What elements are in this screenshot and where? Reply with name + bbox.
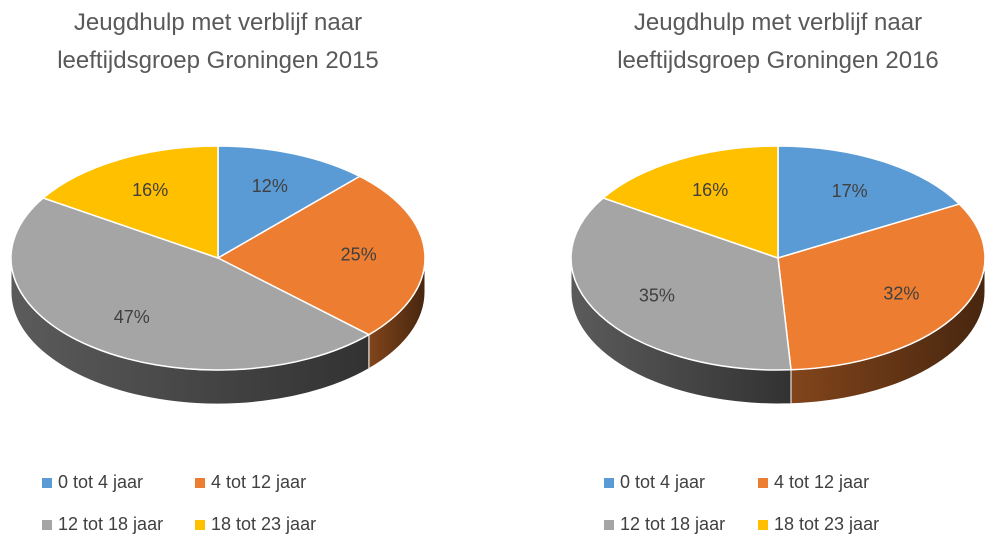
legend-label: 0 tot 4 jaar xyxy=(58,472,143,492)
data-label: 16% xyxy=(692,180,728,200)
pie-slice xyxy=(777,145,961,260)
pie-slice xyxy=(10,197,371,405)
data-label: 32% xyxy=(883,283,919,303)
pie-slice xyxy=(601,145,779,260)
slice-top xyxy=(570,197,792,371)
pie-slice xyxy=(570,197,792,405)
slice-top xyxy=(217,145,362,260)
legend-label: 12 tot 18 jaar xyxy=(58,514,163,534)
slice-top xyxy=(601,145,779,260)
legend-label: 0 tot 4 jaar xyxy=(620,472,705,492)
legend-swatch xyxy=(758,478,768,488)
pie-slice xyxy=(217,145,362,260)
legend-swatch xyxy=(42,520,52,530)
data-label: 12% xyxy=(252,176,288,196)
legend-label: 18 tot 23 jaar xyxy=(211,514,316,534)
chart-title: Jeugdhulp met verblijf naar leeftijdsgro… xyxy=(57,9,379,74)
legend-label: 4 tot 12 jaar xyxy=(211,472,306,492)
pie-slice xyxy=(777,203,986,405)
slice-top xyxy=(777,203,986,371)
slice-top xyxy=(777,145,961,260)
pie-slice xyxy=(41,145,219,260)
chart-title: Jeugdhulp met verblijf naar leeftijdsgro… xyxy=(617,9,939,74)
slice-top xyxy=(216,175,426,336)
legend-swatch xyxy=(195,520,205,530)
data-label: 35% xyxy=(639,286,675,306)
legend-swatch xyxy=(604,478,614,488)
data-label: 47% xyxy=(114,307,150,327)
legend-swatch xyxy=(758,520,768,530)
slice-top xyxy=(41,145,219,260)
legend-swatch xyxy=(604,520,614,530)
legend-label: 12 tot 18 jaar xyxy=(620,514,725,534)
legend-swatch xyxy=(195,478,205,488)
legend-swatch xyxy=(42,478,52,488)
data-label: 17% xyxy=(832,181,868,201)
legend-label: 18 tot 23 jaar xyxy=(774,514,879,534)
slice-top xyxy=(10,197,371,371)
data-label: 16% xyxy=(132,180,168,200)
data-label: 25% xyxy=(341,244,377,264)
legend-label: 4 tot 12 jaar xyxy=(774,472,869,492)
